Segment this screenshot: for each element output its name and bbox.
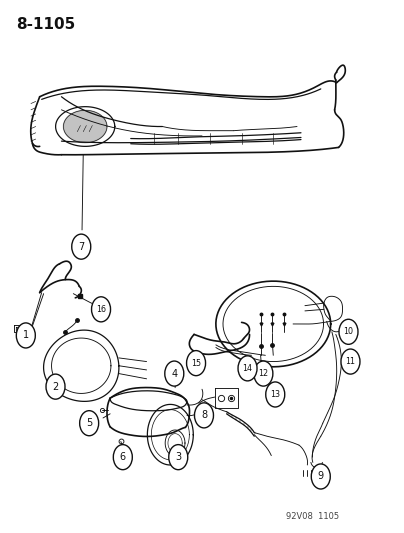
Circle shape bbox=[238, 356, 257, 381]
Text: 8-1105: 8-1105 bbox=[16, 17, 75, 32]
Circle shape bbox=[72, 234, 91, 259]
Text: 16: 16 bbox=[96, 305, 106, 314]
Circle shape bbox=[92, 297, 111, 322]
Text: 7: 7 bbox=[78, 241, 84, 252]
Circle shape bbox=[194, 403, 213, 428]
Text: 4: 4 bbox=[171, 369, 177, 378]
Text: 6: 6 bbox=[120, 452, 126, 462]
Circle shape bbox=[339, 319, 358, 344]
Circle shape bbox=[169, 445, 188, 470]
Text: 9: 9 bbox=[318, 472, 324, 481]
Polygon shape bbox=[16, 327, 29, 331]
Text: 3: 3 bbox=[175, 452, 181, 462]
Text: 11: 11 bbox=[345, 357, 356, 366]
Text: 1: 1 bbox=[23, 330, 29, 341]
Circle shape bbox=[254, 361, 273, 386]
Circle shape bbox=[16, 323, 35, 348]
Circle shape bbox=[311, 464, 330, 489]
Text: 10: 10 bbox=[343, 327, 354, 336]
Text: 92V08  1105: 92V08 1105 bbox=[286, 512, 339, 521]
Polygon shape bbox=[63, 110, 107, 143]
Text: 15: 15 bbox=[191, 359, 201, 368]
Circle shape bbox=[187, 351, 206, 376]
Circle shape bbox=[46, 374, 65, 399]
Text: 13: 13 bbox=[270, 390, 280, 399]
Text: 5: 5 bbox=[86, 418, 92, 428]
Text: 14: 14 bbox=[242, 364, 252, 373]
Circle shape bbox=[341, 349, 360, 374]
Text: 8: 8 bbox=[201, 410, 207, 421]
Text: 2: 2 bbox=[53, 382, 59, 392]
Circle shape bbox=[80, 410, 99, 436]
Circle shape bbox=[266, 382, 285, 407]
Circle shape bbox=[113, 445, 133, 470]
Text: 12: 12 bbox=[258, 369, 268, 378]
Circle shape bbox=[165, 361, 184, 386]
